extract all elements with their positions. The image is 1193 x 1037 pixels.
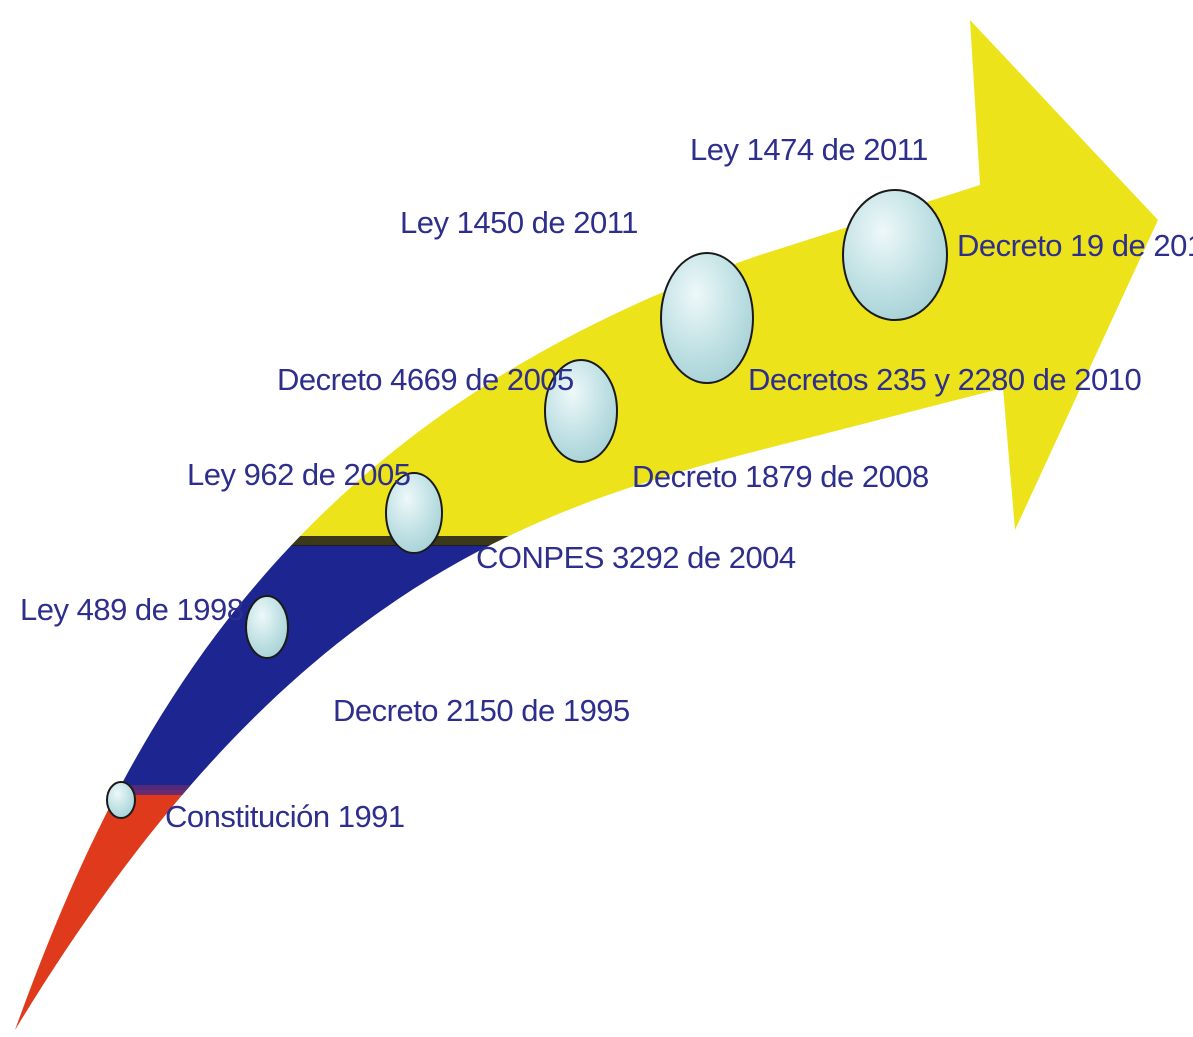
milestone-bubble-1998 bbox=[245, 595, 289, 659]
milestone-bubble-2005 bbox=[385, 472, 443, 554]
milestone-label: Decreto 2150 de 1995 bbox=[333, 693, 630, 728]
milestone-bubble-1991 bbox=[106, 781, 136, 819]
milestone-label: Decretos 235 y 2280 de 2010 bbox=[748, 362, 1141, 397]
arrow-yellow-band bbox=[15, 20, 1158, 545]
milestone-bubble-2010 bbox=[660, 252, 754, 384]
milestone-label: CONPES 3292 de 2004 bbox=[476, 540, 796, 575]
milestone-label: Ley 489 de 1998 bbox=[20, 592, 244, 627]
milestone-labels: Constitución 1991 Decreto 2150 de 1995 L… bbox=[20, 132, 1193, 834]
arrow-blue-band bbox=[15, 545, 1158, 790]
milestone-label: Decreto 4669 de 2005 bbox=[277, 362, 574, 397]
milestone-label: Decreto 19 de 2012 bbox=[957, 228, 1193, 263]
milestone-label: Constitución 1991 bbox=[165, 799, 405, 834]
milestone-label: Ley 962 de 2005 bbox=[187, 457, 411, 492]
band-divider-purple bbox=[15, 785, 1158, 795]
milestone-label: Decreto 1879 de 2008 bbox=[632, 459, 929, 494]
milestone-bubble-2008 bbox=[544, 359, 618, 463]
milestone-label: Ley 1474 de 2011 bbox=[690, 132, 928, 167]
milestone-bubbles bbox=[106, 189, 948, 819]
milestone-bubble-2012 bbox=[842, 189, 948, 321]
milestone-label: Ley 1450 de 2011 bbox=[400, 205, 638, 240]
